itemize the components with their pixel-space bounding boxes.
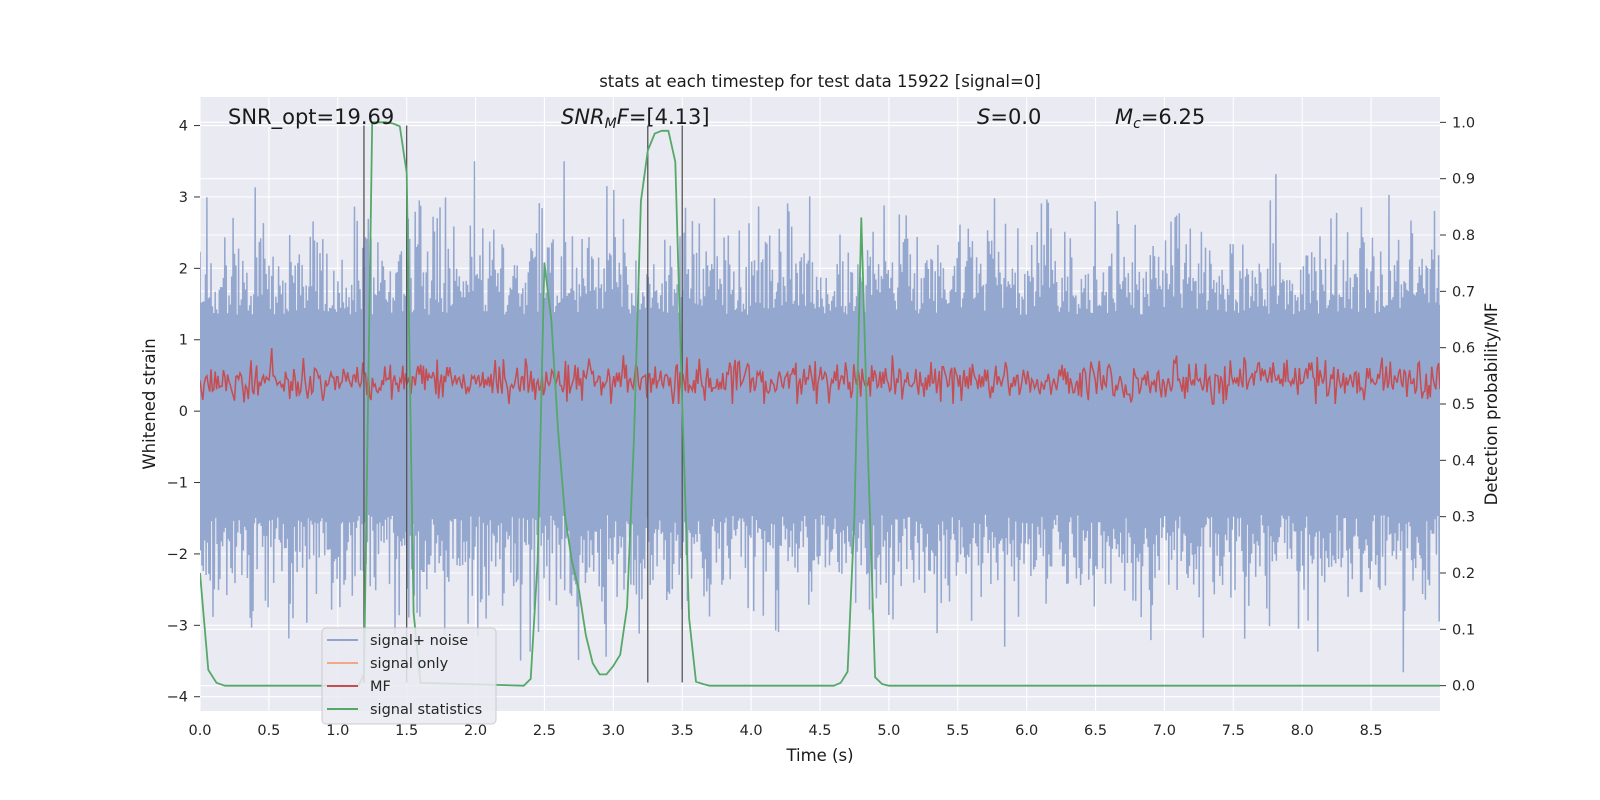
legend-label-signal-only: signal only — [370, 656, 449, 672]
annotation-snr-mf: SNRMF=[4.13] — [561, 105, 710, 132]
y2-tick-label: 0.2 — [1452, 566, 1475, 582]
x-tick-label: 1.5 — [395, 723, 418, 739]
y-tick-label: −3 — [167, 618, 188, 634]
x-tick-label: 7.0 — [1153, 723, 1176, 739]
y-tick-label: −4 — [167, 690, 188, 706]
x-tick-label: 3.0 — [602, 723, 625, 739]
y-tick-label: 4 — [179, 119, 188, 135]
y2-tick-label: 0.9 — [1452, 172, 1475, 188]
y2-tick-label: 0.5 — [1452, 397, 1475, 413]
y-tick-label: 0 — [179, 404, 188, 420]
y2-tick-label: 0.8 — [1452, 228, 1475, 244]
x-tick-label: 7.5 — [1222, 723, 1245, 739]
y2-tick-label: 0.3 — [1452, 510, 1475, 526]
y-axis-label: Whitened strain — [140, 338, 159, 469]
x-axis-label: Time (s) — [785, 746, 853, 765]
x-tick-label: 4.0 — [740, 723, 763, 739]
x-tick-label: 0.5 — [257, 723, 280, 739]
legend-frame — [321, 627, 497, 725]
y2-tick-label: 1.0 — [1452, 115, 1475, 131]
y-tick-label: 3 — [179, 190, 188, 206]
x-tick-label: 8.5 — [1360, 723, 1383, 739]
y2-tick-label: 0.4 — [1452, 453, 1475, 469]
legend-label-signal-noise: signal+ noise — [370, 633, 468, 649]
legend-label-mf: MF — [370, 679, 391, 695]
annotations: SNR_opt=19.69 SNRMF=[4.13] S=0.0 Mc=6.25 — [228, 105, 1205, 132]
x-tick-label: 2.0 — [464, 723, 487, 739]
y-axis-ticks: 4 3 2 1 0 −1 −2 −3 −4 — [167, 119, 200, 706]
signal-statistics-line — [200, 121, 1440, 687]
x-tick-label: 5.0 — [877, 723, 900, 739]
y2-tick-label: 0.1 — [1452, 622, 1475, 638]
y2-tick-label: 0.0 — [1452, 679, 1475, 695]
x-axis-ticks: 0.0 0.5 1.0 1.5 2.0 2.5 3.0 3.5 4.0 4.5 5.0 5.5 6.0 6… — [188, 723, 1382, 739]
annotation-mc-value: Mc=6.25 — [1115, 105, 1205, 132]
x-tick-label: 5.5 — [946, 723, 969, 739]
legend: signal+ noise signal only MF signal stat… — [321, 627, 497, 725]
x-tick-label: 6.5 — [1084, 723, 1107, 739]
y-tick-label: −1 — [167, 476, 188, 492]
x-tick-label: 1.0 — [326, 723, 349, 739]
legend-label-signal-statistics: signal statistics — [370, 702, 482, 718]
annotation-s-value: S=0.0 — [977, 105, 1041, 129]
y-tick-label: 2 — [179, 261, 188, 277]
y2-tick-label: 0.7 — [1452, 284, 1475, 300]
y-tick-label: −2 — [167, 547, 188, 563]
x-tick-label: 4.5 — [808, 723, 831, 739]
y2-axis-ticks: 1.0 0.9 0.8 0.7 0.6 0.5 0.4 0.3 0.2 0.1 0.0 — [1440, 115, 1475, 695]
x-tick-label: 3.5 — [671, 723, 694, 739]
signal-statistics-series — [200, 121, 1440, 687]
y2-axis-label: Detection probability/MF — [1482, 303, 1501, 506]
y2-tick-label: 0.6 — [1452, 341, 1475, 357]
x-tick-label: 8.0 — [1291, 723, 1314, 739]
annotation-snr-opt: SNR_opt=19.69 — [228, 105, 394, 130]
x-tick-label: 2.5 — [533, 723, 556, 739]
y-tick-label: 1 — [179, 333, 188, 349]
x-tick-label: 6.0 — [1015, 723, 1038, 739]
x-tick-label: 0.0 — [188, 723, 211, 739]
chart-title: stats at each timestep for test data 159… — [599, 72, 1041, 91]
